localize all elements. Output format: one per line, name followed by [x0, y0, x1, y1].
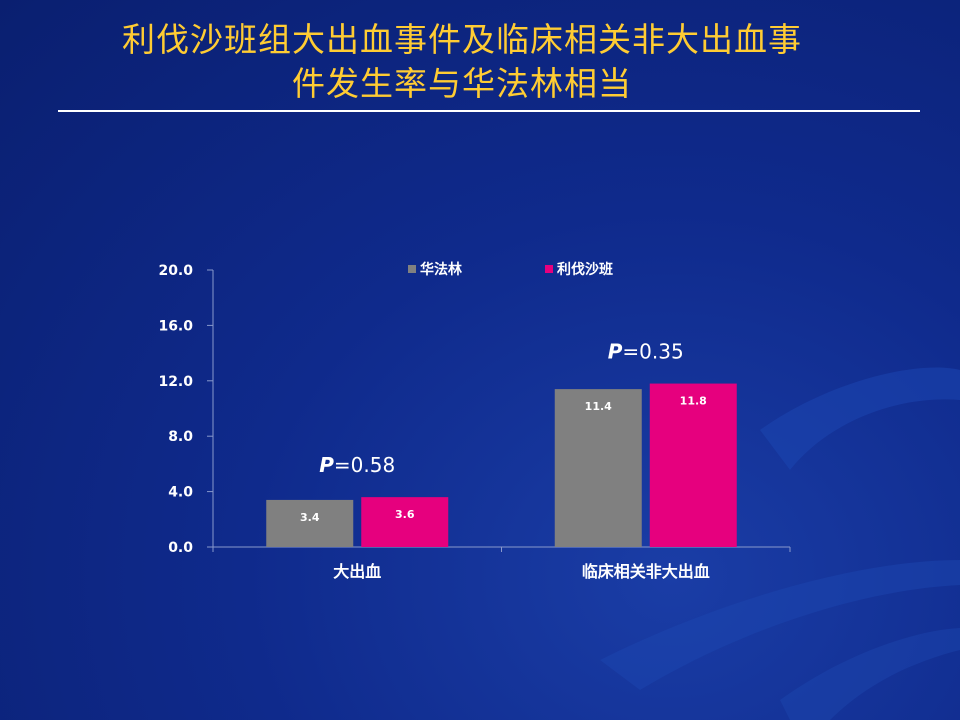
data-label: 11.4: [585, 400, 612, 413]
data-label: 3.4: [300, 511, 320, 524]
title-line-2: 件发生率与华法林相当: [292, 64, 632, 103]
p-value: =0.35: [622, 340, 683, 364]
title-line-1: 利伐沙班组大出血事件及临床相关非大出血事: [122, 20, 802, 59]
legend-swatch: [545, 265, 553, 273]
p-value: =0.58: [334, 453, 395, 477]
legend-label: 华法林: [420, 261, 462, 278]
category-label: 大出血: [333, 562, 381, 581]
y-tick-label: 8.0: [168, 429, 193, 445]
bar: [554, 389, 642, 547]
y-tick-label: 16.0: [158, 318, 193, 334]
data-label: 3.6: [395, 508, 415, 521]
bar: [649, 383, 737, 547]
y-tick-label: 0.0: [168, 540, 193, 556]
p-symbol: P: [319, 453, 334, 477]
p-symbol: P: [608, 340, 623, 364]
p-value-annotation: P=0.35: [608, 340, 684, 364]
category-label: 临床相关非大出血: [582, 562, 710, 581]
title-underline: [58, 110, 920, 112]
bar: [266, 499, 354, 547]
bar: [361, 497, 449, 547]
p-value-annotation: P=0.58: [319, 453, 395, 477]
y-tick-label: 20.0: [158, 263, 193, 279]
y-tick-label: 12.0: [158, 374, 193, 390]
slide-title: 利伐沙班组大出血事件及临床相关非大出血事 件发生率与华法林相当: [60, 18, 920, 106]
legend-swatch: [408, 265, 416, 273]
legend-label: 利伐沙班: [557, 261, 613, 278]
data-label: 11.8: [680, 395, 707, 408]
y-tick-label: 4.0: [168, 485, 193, 501]
